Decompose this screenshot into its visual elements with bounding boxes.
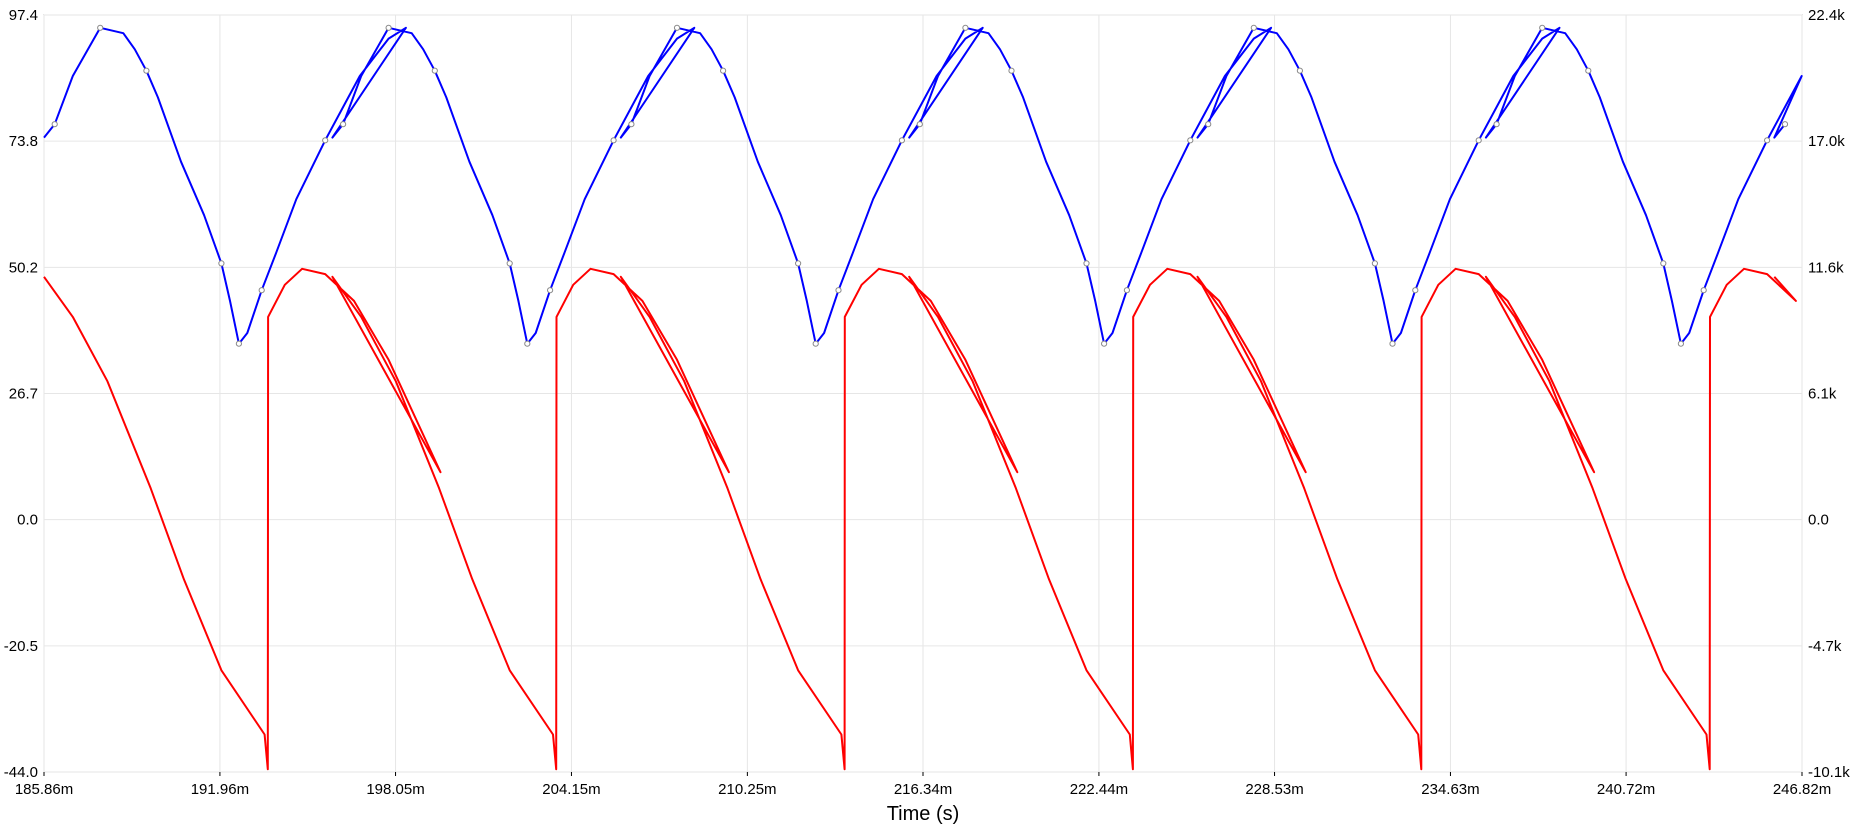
x-tick-label: 228.53m (1245, 781, 1303, 798)
series-layer (43, 24, 1803, 771)
y-left-tick-label: 0.0 (17, 512, 38, 529)
data-marker (898, 137, 906, 144)
y-right-tick-label: 11.6k (1808, 259, 1844, 276)
data-marker (524, 340, 531, 347)
data-marker (1371, 260, 1379, 267)
data-marker (143, 67, 150, 74)
x-axis-ticks: 185.86m 191.96m 198.05m 204.15m 210.25m 216.3… (15, 772, 1831, 798)
y-right-tick-label: -10.1k (1808, 764, 1850, 781)
x-axis-title: Time (s) (887, 803, 960, 825)
data-marker (795, 260, 802, 267)
data-marker (1205, 121, 1212, 128)
data-marker (1764, 137, 1771, 144)
x-tick-label: 222.44m (1070, 781, 1128, 798)
data-marker (673, 24, 681, 31)
x-tick-label: 185.86m (15, 781, 73, 798)
y-right-tick-label: 0.0 (1808, 512, 1829, 529)
data-marker (506, 260, 513, 267)
data-marker (1296, 67, 1304, 74)
data-marker (340, 121, 347, 128)
data-marker (916, 121, 923, 128)
y-left-tick-label: 50.2 (9, 259, 38, 276)
x-tick-label: 204.15m (542, 781, 600, 798)
x-tick-label: 246.82m (1773, 781, 1831, 798)
y-left-tick-label: -20.5 (4, 638, 38, 655)
data-marker (1250, 24, 1257, 31)
x-tick-label: 210.25m (718, 781, 776, 798)
data-marker (1660, 260, 1667, 267)
data-marker (812, 340, 819, 347)
x-tick-label: 234.63m (1421, 781, 1479, 798)
y-right-tick-label: -4.7k (1808, 638, 1842, 655)
data-marker (835, 287, 842, 294)
data-marker (1677, 340, 1685, 347)
data-marker (547, 287, 554, 294)
y-left-tick-label: 26.7 (9, 386, 38, 403)
data-marker (1083, 260, 1090, 267)
data-marker (1475, 137, 1482, 144)
data-marker (1187, 137, 1194, 144)
series-line-2 (43, 267, 1797, 771)
y-right-tick-label: 6.1k (1808, 386, 1837, 403)
y-left-tick-label: -44.0 (4, 764, 38, 781)
y-left-tick-label: 73.8 (9, 133, 38, 150)
data-marker (610, 137, 617, 144)
data-marker (1101, 340, 1108, 347)
x-tick-label: 191.96m (191, 781, 249, 798)
data-marker (1493, 121, 1500, 128)
y-right-tick-label: 22.4k (1808, 7, 1845, 24)
data-marker (385, 24, 392, 31)
data-marker (1539, 24, 1546, 31)
data-marker (97, 24, 104, 31)
data-marker (258, 287, 265, 294)
x-tick-label: 216.34m (894, 781, 952, 798)
data-marker (235, 340, 242, 347)
data-marker (1585, 67, 1592, 74)
data-marker (322, 137, 329, 144)
series-line-1 (43, 26, 1803, 345)
y-left-axis-ticks: 97.4 73.8 50.2 26.7 0.0 -20.5 -44.0 (4, 7, 38, 781)
data-marker (628, 121, 635, 128)
x-tick-label: 198.05m (366, 781, 424, 798)
data-marker (1389, 340, 1396, 347)
x-tick-label: 240.72m (1597, 781, 1655, 798)
data-marker (1700, 287, 1707, 294)
data-marker (720, 67, 727, 74)
y-left-tick-label: 97.4 (9, 7, 38, 24)
data-marker (1008, 67, 1015, 74)
y-right-tick-label: 17.0k (1808, 133, 1845, 150)
y-right-axis-ticks: 22.4k 17.0k 11.6k 6.1k 0.0 -4.7k -10.1k (1808, 7, 1850, 781)
data-marker (1123, 287, 1131, 294)
data-marker (431, 67, 438, 74)
data-marker (218, 260, 225, 267)
data-marker (51, 121, 58, 128)
data-marker (962, 24, 969, 31)
data-marker (1412, 287, 1419, 294)
data-marker (1781, 121, 1789, 128)
